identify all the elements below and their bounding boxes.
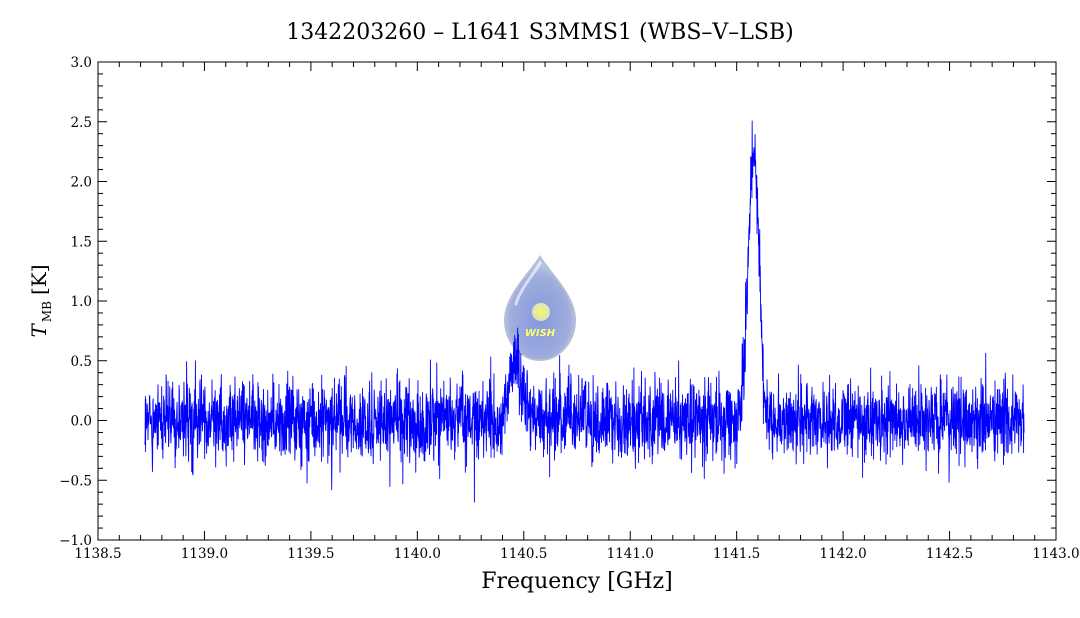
x-tick-label: 1141.0 xyxy=(607,546,654,562)
tick-labels: 1138.5 1139.0 1139.5 1140.0 1140.5 1141.0 1141… xyxy=(59,55,1079,562)
wish-logo: ✳ WISH xyxy=(503,255,577,362)
logo-text: WISH xyxy=(525,328,556,339)
y-tick-label: 0.5 xyxy=(71,354,92,370)
star-glow xyxy=(532,303,550,321)
star-icon: ✳ xyxy=(534,303,547,322)
svg-text:TMB[K]: TMB [K] xyxy=(27,265,54,338)
series-layer xyxy=(144,120,1025,503)
x-tick-label: 1140.0 xyxy=(394,546,441,562)
axis-ticks xyxy=(97,61,1057,541)
x-tick-label: 1138.5 xyxy=(74,546,121,562)
x-axis-label: Frequency [GHz] xyxy=(481,569,673,594)
y-tick-label: −0.5 xyxy=(59,473,92,489)
x-tick-label: 1143.0 xyxy=(1032,546,1079,562)
y-tick-label: 2.5 xyxy=(71,115,92,131)
plot-area xyxy=(97,61,1057,541)
y-tick-label: 1.0 xyxy=(71,294,92,310)
x-tick-label: 1139.0 xyxy=(181,546,228,562)
y-tick-label: 0.0 xyxy=(71,414,92,430)
y-axis-label-sub: MB xyxy=(40,301,54,322)
x-tick-label: 1139.5 xyxy=(287,546,334,562)
y-tick-label: −1.0 xyxy=(59,533,92,549)
x-tick-label: 1140.5 xyxy=(500,546,547,562)
drop-highlight xyxy=(514,261,542,306)
y-tick-label: 2.0 xyxy=(71,175,92,191)
y-axis-label-unit: [K] xyxy=(27,265,51,296)
series-line-0 xyxy=(144,120,1025,503)
chart-title: 1342203260 – L1641 S3MMS1 (WBS–V–LSB) xyxy=(286,20,793,45)
plot-frame xyxy=(97,61,1057,541)
x-tick-label: 1142.5 xyxy=(926,546,973,562)
y-axis-label-main: T xyxy=(27,323,51,338)
x-tick-label: 1142.0 xyxy=(819,546,866,562)
x-tick-label: 1141.5 xyxy=(713,546,760,562)
y-tick-label: 1.5 xyxy=(71,234,92,250)
y-tick-label: 3.0 xyxy=(71,55,92,71)
y-axis-label: TMB [K] xyxy=(27,265,54,338)
